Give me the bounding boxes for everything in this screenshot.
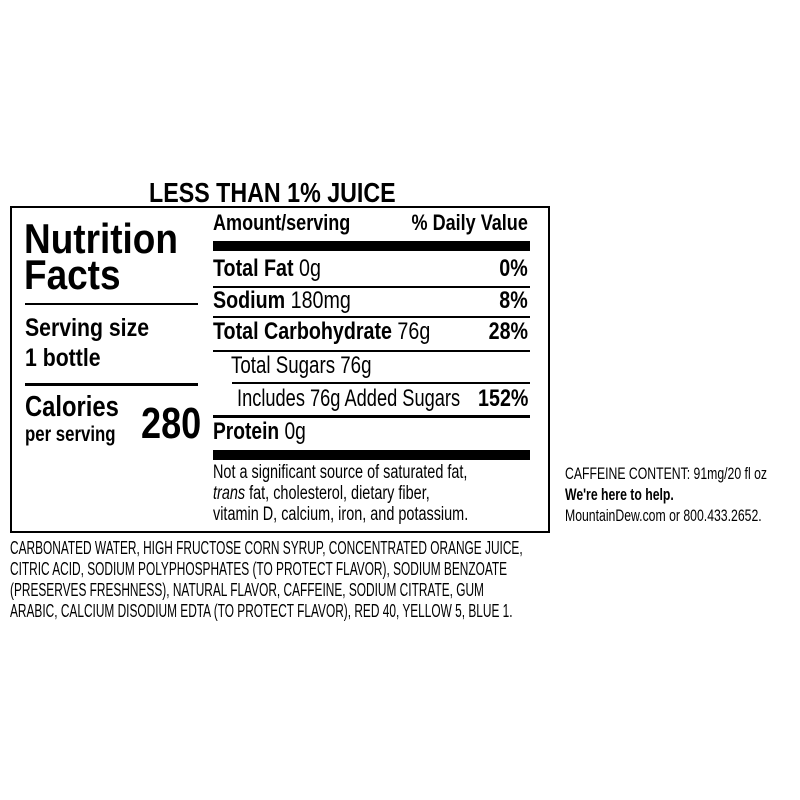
footnote-italic: trans: [213, 483, 246, 504]
thick-bar: [213, 241, 530, 251]
caffeine-content: CAFFEINE CONTENT: 91mg/20 fl oz: [565, 464, 768, 483]
calories-value: 280: [141, 399, 202, 448]
ingredients-line: (PRESERVES FRESHNESS), NATURAL FLAVOR, C…: [10, 580, 484, 600]
nutrient-name: Total Carbohydrate: [213, 318, 392, 345]
calories-subtitle: per serving: [25, 423, 116, 446]
nutrient-amount: 0g: [284, 418, 306, 445]
help-text: We're here to help.: [565, 485, 674, 504]
row-protein: Protein 0g: [213, 420, 306, 444]
nutrient-name: Protein: [213, 418, 280, 445]
divider: [25, 303, 198, 305]
calories-label: Calories: [25, 391, 119, 423]
footnote-line2: trans fat, cholesterol, dietary fiber,: [213, 484, 430, 503]
row-added-sugars: Includes 76g Added Sugars: [237, 385, 461, 412]
nutrient-name: Sodium: [213, 287, 286, 314]
divider: [213, 350, 530, 352]
serving-size-value: 1 bottle: [25, 344, 101, 372]
row-total-carbohydrate: Total Carbohydrate 76g: [213, 320, 430, 344]
divider: [213, 286, 530, 288]
nutrient-amount: 76g: [397, 318, 431, 345]
divider: [232, 382, 530, 384]
footnote-line3: vitamin D, calcium, iron, and potassium.: [213, 504, 469, 525]
dv-added-sugars: 152%: [477, 385, 528, 412]
title-facts: Facts: [24, 251, 121, 298]
dv-total-carbohydrate: 28%: [488, 318, 528, 345]
ingredients-line: ARABIC, CALCIUM DISODIUM EDTA (TO PROTEC…: [10, 601, 513, 621]
dv-total-fat: 0%: [499, 255, 528, 282]
footnote-rest: fat, cholesterol, dietary fiber,: [245, 483, 430, 504]
nutrient-amount: 0g: [299, 255, 321, 282]
title-nutrition: Nutrition: [24, 215, 178, 262]
row-sodium: Sodium 180mg: [213, 289, 351, 313]
divider: [213, 316, 530, 318]
contact-info: MountainDew.com or 800.433.2652.: [565, 506, 762, 525]
nutrient-amount: 180mg: [290, 287, 351, 314]
ingredients-line: CARBONATED WATER, HIGH FRUCTOSE CORN SYR…: [10, 538, 523, 558]
nutrition-facts-panel: [10, 206, 550, 533]
thick-bar: [213, 450, 530, 460]
dv-sodium: 8%: [499, 287, 528, 314]
footnote-line1: Not a significant source of saturated fa…: [213, 462, 468, 483]
divider: [25, 383, 198, 386]
row-total-sugars: Total Sugars 76g: [231, 352, 372, 379]
ingredients-line: CITRIC ACID, SODIUM POLYPHOSPHATES (TO P…: [10, 559, 508, 579]
juice-header: LESS THAN 1% JUICE: [149, 177, 396, 208]
amount-header: Amount/serving: [213, 210, 351, 235]
serving-size-label: Serving size: [25, 314, 150, 342]
divider: [213, 415, 530, 418]
dv-header: % Daily Value: [411, 210, 528, 235]
nutrient-name: Total Fat: [213, 255, 294, 282]
row-total-fat: Total Fat 0g: [213, 257, 321, 281]
